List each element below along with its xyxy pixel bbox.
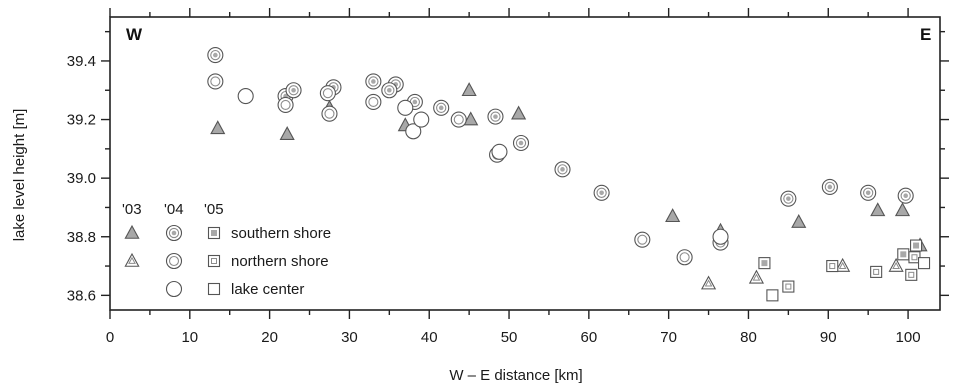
- circle-ring-point: [321, 105, 338, 122]
- circle-double-point: [365, 73, 382, 90]
- triangle-filled-point: [870, 202, 886, 217]
- x-tick-label: 30: [341, 329, 358, 346]
- circle-ring-point: [277, 96, 294, 113]
- triangle-open-point: [835, 257, 851, 272]
- circle-double-point: [487, 108, 504, 125]
- triangle-open-point: [748, 269, 765, 284]
- legend-square-dotted-marker: [207, 254, 221, 268]
- triangle-open-point: [888, 257, 904, 272]
- y-tick-label: 39.0: [67, 170, 96, 187]
- triangle-filled-point: [463, 111, 479, 126]
- circle-ring-point: [676, 249, 693, 266]
- square-filled-point: [897, 248, 910, 261]
- legend-circle-ring-marker: [165, 252, 183, 270]
- legend-circle-double-marker: [165, 224, 183, 242]
- x-tick-label: 20: [261, 329, 278, 346]
- circle-open-point: [405, 123, 422, 140]
- x-tick-label: 60: [581, 329, 598, 346]
- circle-double-point: [554, 161, 571, 178]
- y-tick-label: 39.4: [67, 53, 96, 70]
- triangle-filled-point: [791, 213, 807, 228]
- legend-row-label: lake center: [231, 281, 304, 298]
- x-tick-label: 80: [740, 329, 757, 346]
- square-dotted-point: [782, 280, 795, 293]
- circle-ring-point: [634, 231, 651, 248]
- circle-ring-point: [207, 73, 224, 90]
- square-open-point: [766, 289, 779, 302]
- legend-triangle-open-marker: [124, 252, 140, 267]
- circle-double-point: [593, 184, 610, 201]
- legend-triangle-filled-marker: [124, 224, 140, 239]
- triangle-filled-point: [279, 126, 295, 140]
- circle-ring-point: [450, 111, 467, 128]
- legend-year-label: '05: [204, 201, 224, 218]
- x-tick-label: 10: [181, 329, 198, 346]
- triangle-filled-point: [511, 105, 527, 120]
- circle-double-point: [897, 187, 914, 204]
- triangle-open-point: [700, 275, 717, 290]
- east-label: E: [920, 25, 931, 44]
- x-tick-label: 100: [896, 329, 921, 346]
- legend-year-label: '04: [164, 201, 184, 218]
- plot-frame: [109, 16, 941, 311]
- square-dotted-point: [826, 259, 839, 273]
- circle-double-point: [860, 184, 877, 201]
- circle-ring-point: [319, 85, 336, 102]
- circle-open-point: [413, 111, 430, 128]
- circle-double-point: [285, 82, 302, 99]
- legend: '03 '04 '05 southern shore northern shore lak…: [122, 201, 331, 298]
- circle-open-point: [237, 88, 254, 105]
- x-tick-label: 90: [820, 329, 837, 346]
- x-tick-label: 0: [106, 329, 114, 346]
- square-dotted-point: [905, 268, 918, 281]
- circle-double-point: [512, 134, 530, 152]
- y-tick-label: 38.6: [67, 287, 96, 304]
- y-axis-title: lake level height [m]: [11, 109, 28, 242]
- circle-double-point: [381, 82, 398, 99]
- square-filled-point: [758, 257, 771, 270]
- legend-circle-open-marker: [165, 280, 183, 298]
- data-marks: [207, 47, 931, 302]
- y-tick-label: 38.8: [67, 229, 96, 246]
- x-tick-label: 50: [501, 329, 518, 346]
- legend-year-label: '03: [122, 201, 142, 218]
- x-tick-label: 40: [421, 329, 438, 346]
- square-open-point: [917, 257, 931, 270]
- circle-open-point: [491, 143, 508, 160]
- legend-square-filled-marker: [207, 226, 221, 240]
- legend-row-label: southern shore: [231, 225, 331, 242]
- legend-row-label: northern shore: [231, 253, 329, 270]
- x-tick-label: 70: [660, 329, 677, 346]
- circle-ring-point: [365, 93, 382, 111]
- square-dotted-point: [870, 265, 883, 278]
- triangle-filled-point: [894, 202, 911, 217]
- legend-square-open-marker: [207, 282, 221, 296]
- triangle-filled-point: [461, 82, 477, 97]
- circle-double-point: [780, 190, 797, 207]
- circle-double-point: [433, 99, 450, 116]
- y-tick-label: 39.2: [67, 112, 96, 129]
- axes: 0 10 20 30 40 50 60 70 80 90 100 38.6 38.8 39.0 39.2 39…: [67, 8, 949, 346]
- x-axis-title: W – E distance [km]: [449, 367, 582, 384]
- west-label: W: [126, 25, 143, 44]
- triangle-filled-point: [665, 208, 681, 223]
- triangle-filled-point: [210, 120, 226, 135]
- circle-open-point: [397, 99, 414, 116]
- square-filled-point: [910, 239, 923, 252]
- circle-double-point: [207, 47, 224, 64]
- circle-open-point: [712, 228, 729, 245]
- circle-double-point: [821, 178, 838, 195]
